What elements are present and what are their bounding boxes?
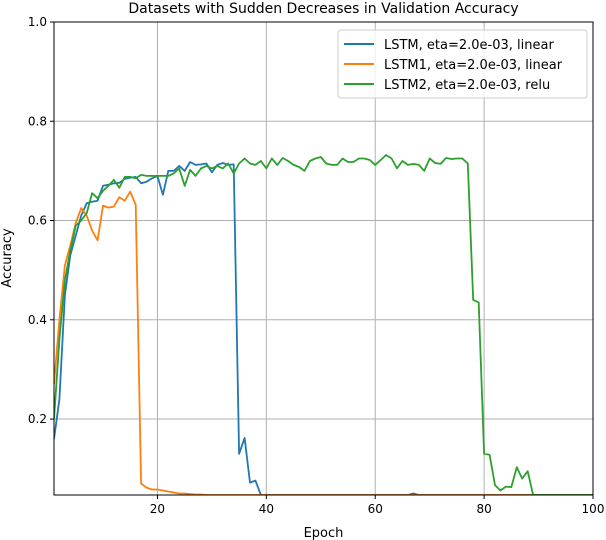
x-tick-label: 40 [259, 502, 274, 516]
series-line-2 [54, 154, 593, 495]
y-tick-label: 0.4 [28, 313, 47, 327]
x-axis-label: Epoch [304, 526, 344, 540]
x-tick-label: 60 [368, 502, 383, 516]
y-tick-label: 0.8 [28, 114, 47, 128]
x-tick-label: 100 [582, 502, 605, 516]
y-tick-label: 0.6 [28, 214, 47, 228]
y-axis-label: Accuracy [0, 228, 15, 288]
x-axis-ticks: 20 40 60 80 100 [150, 495, 605, 516]
x-tick-label: 20 [150, 502, 165, 516]
legend: LSTM, eta=2.0e-03, linear LSTM1, eta=2.0e… [337, 29, 588, 99]
chart-title: Datasets with Sudden Decreases in Valida… [128, 1, 518, 17]
y-tick-label: 0.2 [28, 412, 47, 426]
series-line-0 [54, 161, 593, 495]
y-axis-ticks: 0.2 0.4 0.6 0.8 1.0 [28, 15, 54, 426]
x-tick-label: 80 [476, 502, 491, 516]
legend-label: LSTM, eta=2.0e-03, linear [384, 38, 554, 53]
legend-box [337, 29, 588, 99]
legend-label: LSTM2, eta=2.0e-03, relu [384, 78, 550, 93]
series-line-1 [54, 190, 593, 495]
legend-label: LSTM1, eta=2.0e-03, linear [384, 58, 563, 73]
data-series [54, 154, 593, 495]
y-tick-label: 1.0 [28, 15, 47, 29]
plot-frame [53, 21, 594, 496]
